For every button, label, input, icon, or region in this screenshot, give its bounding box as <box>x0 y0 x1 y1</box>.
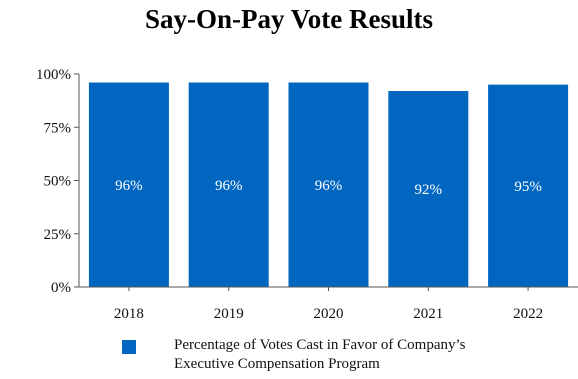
bar-value-label-2022: 95% <box>514 179 542 195</box>
chart-title: Say-On-Pay Vote Results <box>144 4 434 34</box>
legend-label: Percentage of Votes Cast in Favor of Com… <box>174 337 466 372</box>
x-tick-label-2020: 2020 <box>314 306 344 322</box>
bar-value-label-2020: 96% <box>315 178 343 194</box>
bar-chart: 96% 96% 96% 92% 95% 0% 25% 50% 75% 100% 2018 2019… <box>36 67 578 322</box>
x-axis-categories: 2018 2019 2020 2021 2022 <box>114 287 543 322</box>
bar-2021 <box>388 91 469 287</box>
bar-2018 <box>88 82 169 288</box>
bars-layer: 96% 96% 96% 92% 95% <box>88 82 569 288</box>
y-tick-label: 0% <box>51 280 71 296</box>
x-tick-label-2018: 2018 <box>114 306 144 322</box>
y-axis-ticks: 0% 25% 50% 75% 100% <box>36 67 79 296</box>
bar-2022 <box>488 84 569 288</box>
bar-value-label-2018: 96% <box>115 178 143 194</box>
y-tick-label: 25% <box>44 227 72 243</box>
bar-2019 <box>188 82 269 288</box>
bar-2020 <box>288 82 369 288</box>
x-tick-label-2022: 2022 <box>513 306 543 322</box>
y-tick-label: 75% <box>44 120 72 136</box>
y-tick-label: 100% <box>36 67 71 83</box>
legend-swatch <box>122 340 136 354</box>
y-tick-label: 50% <box>44 174 72 190</box>
bar-value-label-2021: 92% <box>415 182 443 198</box>
bar-value-label-2019: 96% <box>215 178 243 194</box>
x-tick-label-2019: 2019 <box>214 306 244 322</box>
x-tick-label-2021: 2021 <box>413 306 443 322</box>
